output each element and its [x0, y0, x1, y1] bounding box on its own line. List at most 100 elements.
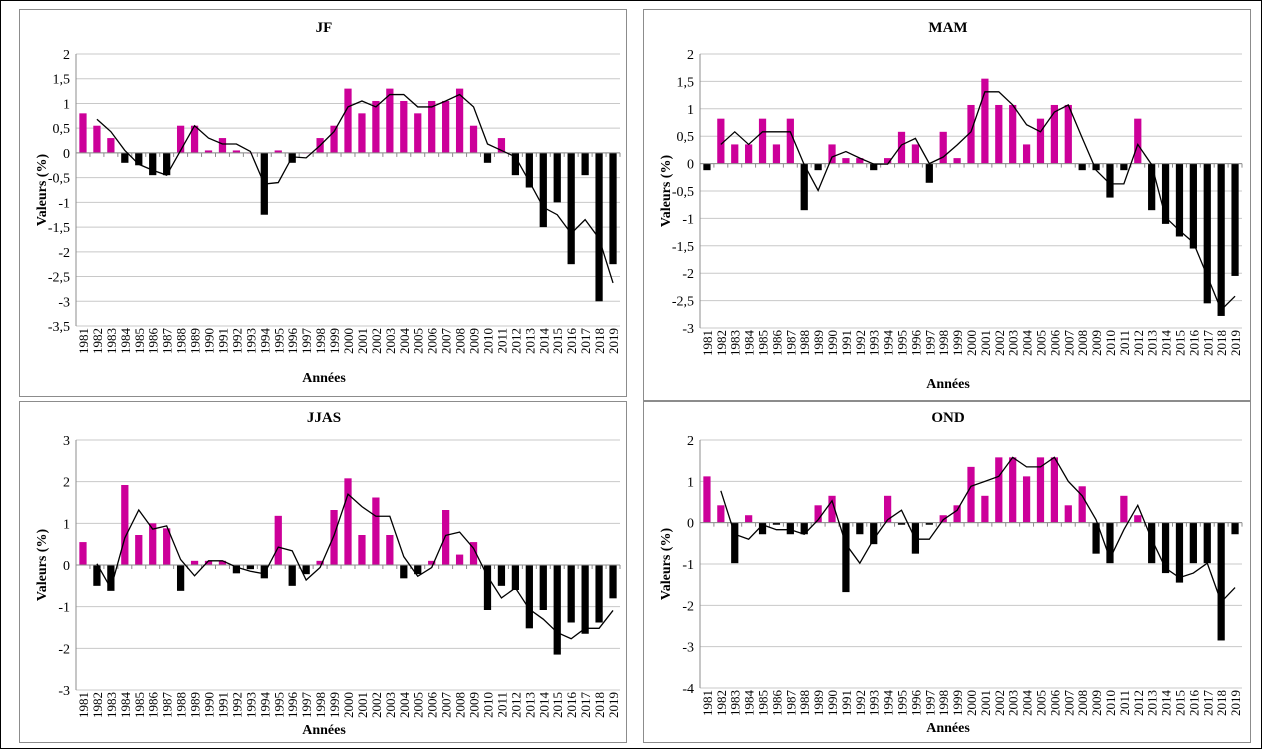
bar-2010 — [483, 152, 492, 163]
x-tick-label: 1985 — [132, 692, 147, 718]
bar-2009 — [469, 125, 478, 153]
x-tick-label: 2010 — [480, 328, 495, 354]
x-tick-label: 2005 — [411, 692, 426, 718]
bar-1999 — [330, 125, 338, 153]
y-tick-label: 0,5 — [53, 122, 71, 137]
x-tick-label: 2015 — [550, 692, 565, 718]
x-tick-label: 1985 — [756, 330, 771, 356]
bar-2004 — [1022, 476, 1031, 523]
y-tick-label: 2 — [63, 476, 70, 491]
y-axis-label: Valeurs (%) — [35, 154, 50, 227]
bar-2019 — [1231, 163, 1239, 276]
x-tick-label: 1995 — [895, 690, 910, 716]
x-tick-label: 2002 — [992, 330, 1007, 356]
bar-2009 — [1092, 522, 1100, 554]
bar-1986 — [149, 523, 157, 565]
bar-2003 — [1009, 104, 1017, 164]
x-tick-label: 1984 — [118, 691, 133, 718]
bar-1984 — [745, 144, 753, 164]
bar-1994 — [884, 158, 892, 164]
bar-2005 — [1036, 457, 1045, 523]
bar-2004 — [1022, 144, 1031, 164]
x-tick-label: 1997 — [299, 327, 314, 354]
x-tick-label: 2008 — [1075, 690, 1090, 716]
bar-2013 — [525, 565, 533, 629]
x-tick-label: 2000 — [341, 692, 356, 718]
x-tick-label: 2010 — [1103, 690, 1118, 716]
x-tick-label: 1992 — [853, 330, 868, 356]
bar-1992 — [232, 565, 241, 574]
x-tick-label: 2018 — [592, 692, 607, 718]
x-tick-label: 2005 — [1033, 330, 1048, 356]
y-tick-label: 1 — [687, 475, 694, 490]
bar-2008 — [1078, 163, 1086, 171]
bar-1995 — [897, 131, 906, 164]
y-tick-label: -2,5 — [672, 295, 694, 310]
bar-1993 — [246, 565, 254, 570]
bar-2013 — [1148, 522, 1156, 564]
bar-2008 — [455, 88, 464, 153]
bar-2000 — [344, 88, 352, 153]
bar-2011 — [1120, 163, 1128, 171]
y-tick-label: -3,5 — [48, 320, 70, 335]
bar-2019 — [609, 152, 617, 265]
x-tick-label: 2003 — [1006, 330, 1021, 356]
x-tick-label: 2011 — [1117, 690, 1132, 716]
x-tick-label: 2013 — [522, 328, 537, 354]
x-tick-label: 2016 — [1186, 330, 1201, 357]
y-axis-label: Valeurs (%) — [35, 529, 50, 602]
bar-1981 — [79, 542, 87, 565]
x-tick-label: 2019 — [1228, 330, 1243, 356]
chart-title: OND — [931, 410, 965, 426]
x-tick-label: 2010 — [1103, 330, 1118, 356]
moving-average-line — [96, 493, 614, 640]
y-tick-label: -2,5 — [48, 271, 70, 286]
x-tick-label: 1983 — [104, 328, 119, 354]
y-axis-label: Valeurs (%) — [659, 155, 674, 228]
bar-2001 — [981, 495, 989, 523]
moving-average-line — [720, 91, 1236, 312]
bar-1987 — [163, 152, 171, 176]
bar-1989 — [190, 125, 199, 153]
bar-1994 — [884, 495, 892, 523]
x-tick-label: 1995 — [895, 330, 910, 356]
bar-2010 — [483, 565, 492, 610]
bar-1988 — [176, 565, 185, 591]
x-tick-label: 1998 — [313, 328, 328, 354]
bar-2014 — [1161, 163, 1170, 224]
x-tick-label: 1993 — [243, 692, 258, 718]
x-tick-label: 2009 — [467, 692, 482, 718]
x-tick-label: 2004 — [1020, 690, 1035, 717]
bar-1992 — [232, 150, 241, 153]
x-tick-label: 1987 — [160, 692, 175, 719]
x-tick-label: 1981 — [76, 328, 91, 354]
y-tick-label: -1,5 — [672, 240, 694, 255]
x-tick-label: 1988 — [797, 690, 812, 716]
y-tick-label: 0 — [63, 559, 70, 574]
bar-2006 — [1050, 457, 1058, 523]
x-tick-label: 1990 — [825, 330, 840, 356]
y-tick-label: -0,5 — [48, 172, 70, 187]
bar-2018 — [595, 565, 603, 623]
y-tick-label: 1,5 — [53, 73, 71, 88]
x-tick-label: 1997 — [922, 330, 937, 357]
bar-1999 — [953, 505, 961, 523]
bar-2002 — [372, 497, 380, 565]
bar-1990 — [204, 150, 213, 153]
bar-2003 — [386, 88, 394, 153]
y-tick-label: -2 — [58, 246, 70, 261]
bar-2000 — [344, 478, 352, 565]
x-tick-label: 1999 — [327, 692, 342, 718]
y-tick-label: -1 — [682, 558, 694, 573]
x-tick-label: 1984 — [742, 329, 757, 356]
bar-2008 — [1078, 486, 1086, 523]
y-tick-label: -2 — [682, 267, 694, 282]
x-tick-label: 1992 — [229, 328, 244, 354]
bar-1986 — [149, 152, 157, 176]
x-tick-label: 2019 — [606, 328, 621, 354]
x-tick-label: 1999 — [327, 328, 342, 354]
x-tick-label: 1993 — [867, 690, 882, 716]
bar-2007 — [442, 100, 450, 153]
x-tick-label: 1999 — [950, 330, 965, 356]
x-tick-label: 1995 — [271, 328, 286, 354]
